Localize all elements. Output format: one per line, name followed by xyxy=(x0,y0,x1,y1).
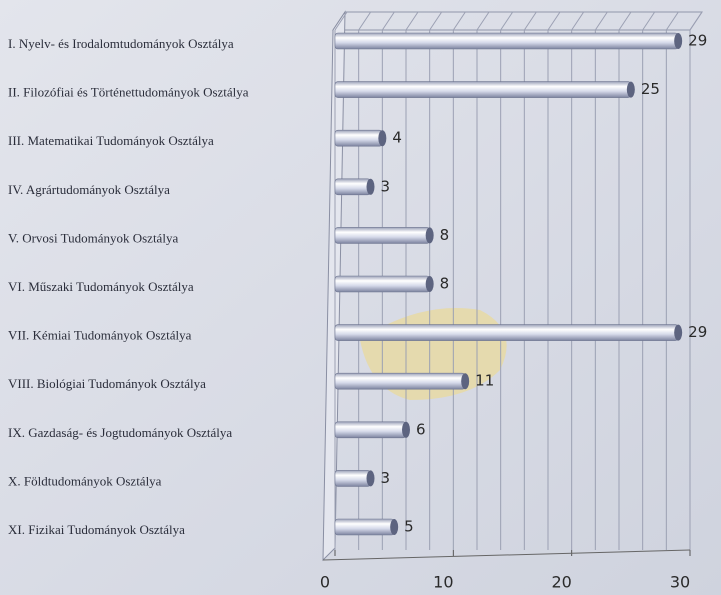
bar-cap xyxy=(366,470,375,487)
category-label: V. Orvosi Tudományok Osztálya xyxy=(8,230,178,245)
category-label: VIII. Biológiai Tudományok Osztálya xyxy=(8,376,206,391)
grid-line xyxy=(689,11,703,31)
category-label: X. Földtudományok Osztálya xyxy=(8,473,162,488)
value-label: 29 xyxy=(688,323,707,341)
bar-cap xyxy=(461,373,470,390)
grid-line xyxy=(334,11,348,31)
x-tick-label: 30 xyxy=(670,573,690,592)
value-label: 5 xyxy=(404,518,414,536)
bar-cap xyxy=(626,81,635,98)
value-label: 11 xyxy=(475,372,494,390)
bar xyxy=(334,470,371,487)
x-tick-label: 10 xyxy=(433,573,453,592)
grid-line xyxy=(358,11,372,31)
grid-line xyxy=(476,11,490,31)
category-label: II. Filozófiai és Történettudományok Osz… xyxy=(8,85,249,100)
category-label: IV. Agrártudományok Osztálya xyxy=(8,182,170,197)
grid-line xyxy=(429,11,443,31)
grid-line xyxy=(500,11,514,31)
value-label: 3 xyxy=(381,469,391,487)
x-axis xyxy=(322,549,691,561)
category-label: III. Matematikai Tudományok Osztálya xyxy=(8,133,214,148)
bar xyxy=(334,324,679,341)
value-label: 29 xyxy=(688,32,707,50)
bar xyxy=(334,178,371,196)
bar-cap xyxy=(674,324,683,341)
bar-cap xyxy=(425,227,434,244)
bar-cap xyxy=(378,130,387,147)
x-tick-label: 0 xyxy=(320,573,330,592)
bar xyxy=(334,421,407,439)
bar xyxy=(334,372,466,390)
grid-line xyxy=(405,11,419,31)
value-label: 25 xyxy=(641,80,660,98)
x-tick-label: 20 xyxy=(551,573,571,592)
bar xyxy=(334,32,679,50)
bar xyxy=(334,275,430,293)
grid-line xyxy=(381,11,395,31)
axis-wall xyxy=(322,10,346,562)
bar-cap xyxy=(425,276,434,292)
grid-line xyxy=(523,11,537,31)
category-label: I. Nyelv- és Irodalomtudományok Osztálya xyxy=(8,36,234,51)
grid-line xyxy=(571,11,585,31)
value-label: 6 xyxy=(416,420,426,438)
bar-cap xyxy=(390,519,399,535)
value-label: 8 xyxy=(440,226,450,244)
grid-line xyxy=(618,11,632,31)
category-label: VI. Műszaki Tudományok Osztálya xyxy=(8,279,194,294)
bar xyxy=(334,81,632,98)
grid-line xyxy=(547,11,561,31)
category-label: XI. Fizikai Tudományok Osztálya xyxy=(8,522,185,537)
bar-cap xyxy=(402,421,410,438)
grid-line xyxy=(642,11,656,31)
bar-cap xyxy=(674,33,683,49)
category-label: IX. Gazdaság- és Jogtudományok Osztálya xyxy=(8,425,232,440)
category-label: VII. Kémiai Tudományok Osztálya xyxy=(8,328,192,343)
bar xyxy=(334,227,430,244)
bar-cap xyxy=(366,178,375,195)
value-label: 4 xyxy=(392,129,402,147)
value-label: 8 xyxy=(440,275,450,293)
grid-line xyxy=(594,11,608,31)
bar xyxy=(334,518,395,536)
value-label: 3 xyxy=(381,177,391,195)
grid-line xyxy=(665,11,679,31)
grid-line xyxy=(452,11,466,31)
bar xyxy=(334,129,383,147)
